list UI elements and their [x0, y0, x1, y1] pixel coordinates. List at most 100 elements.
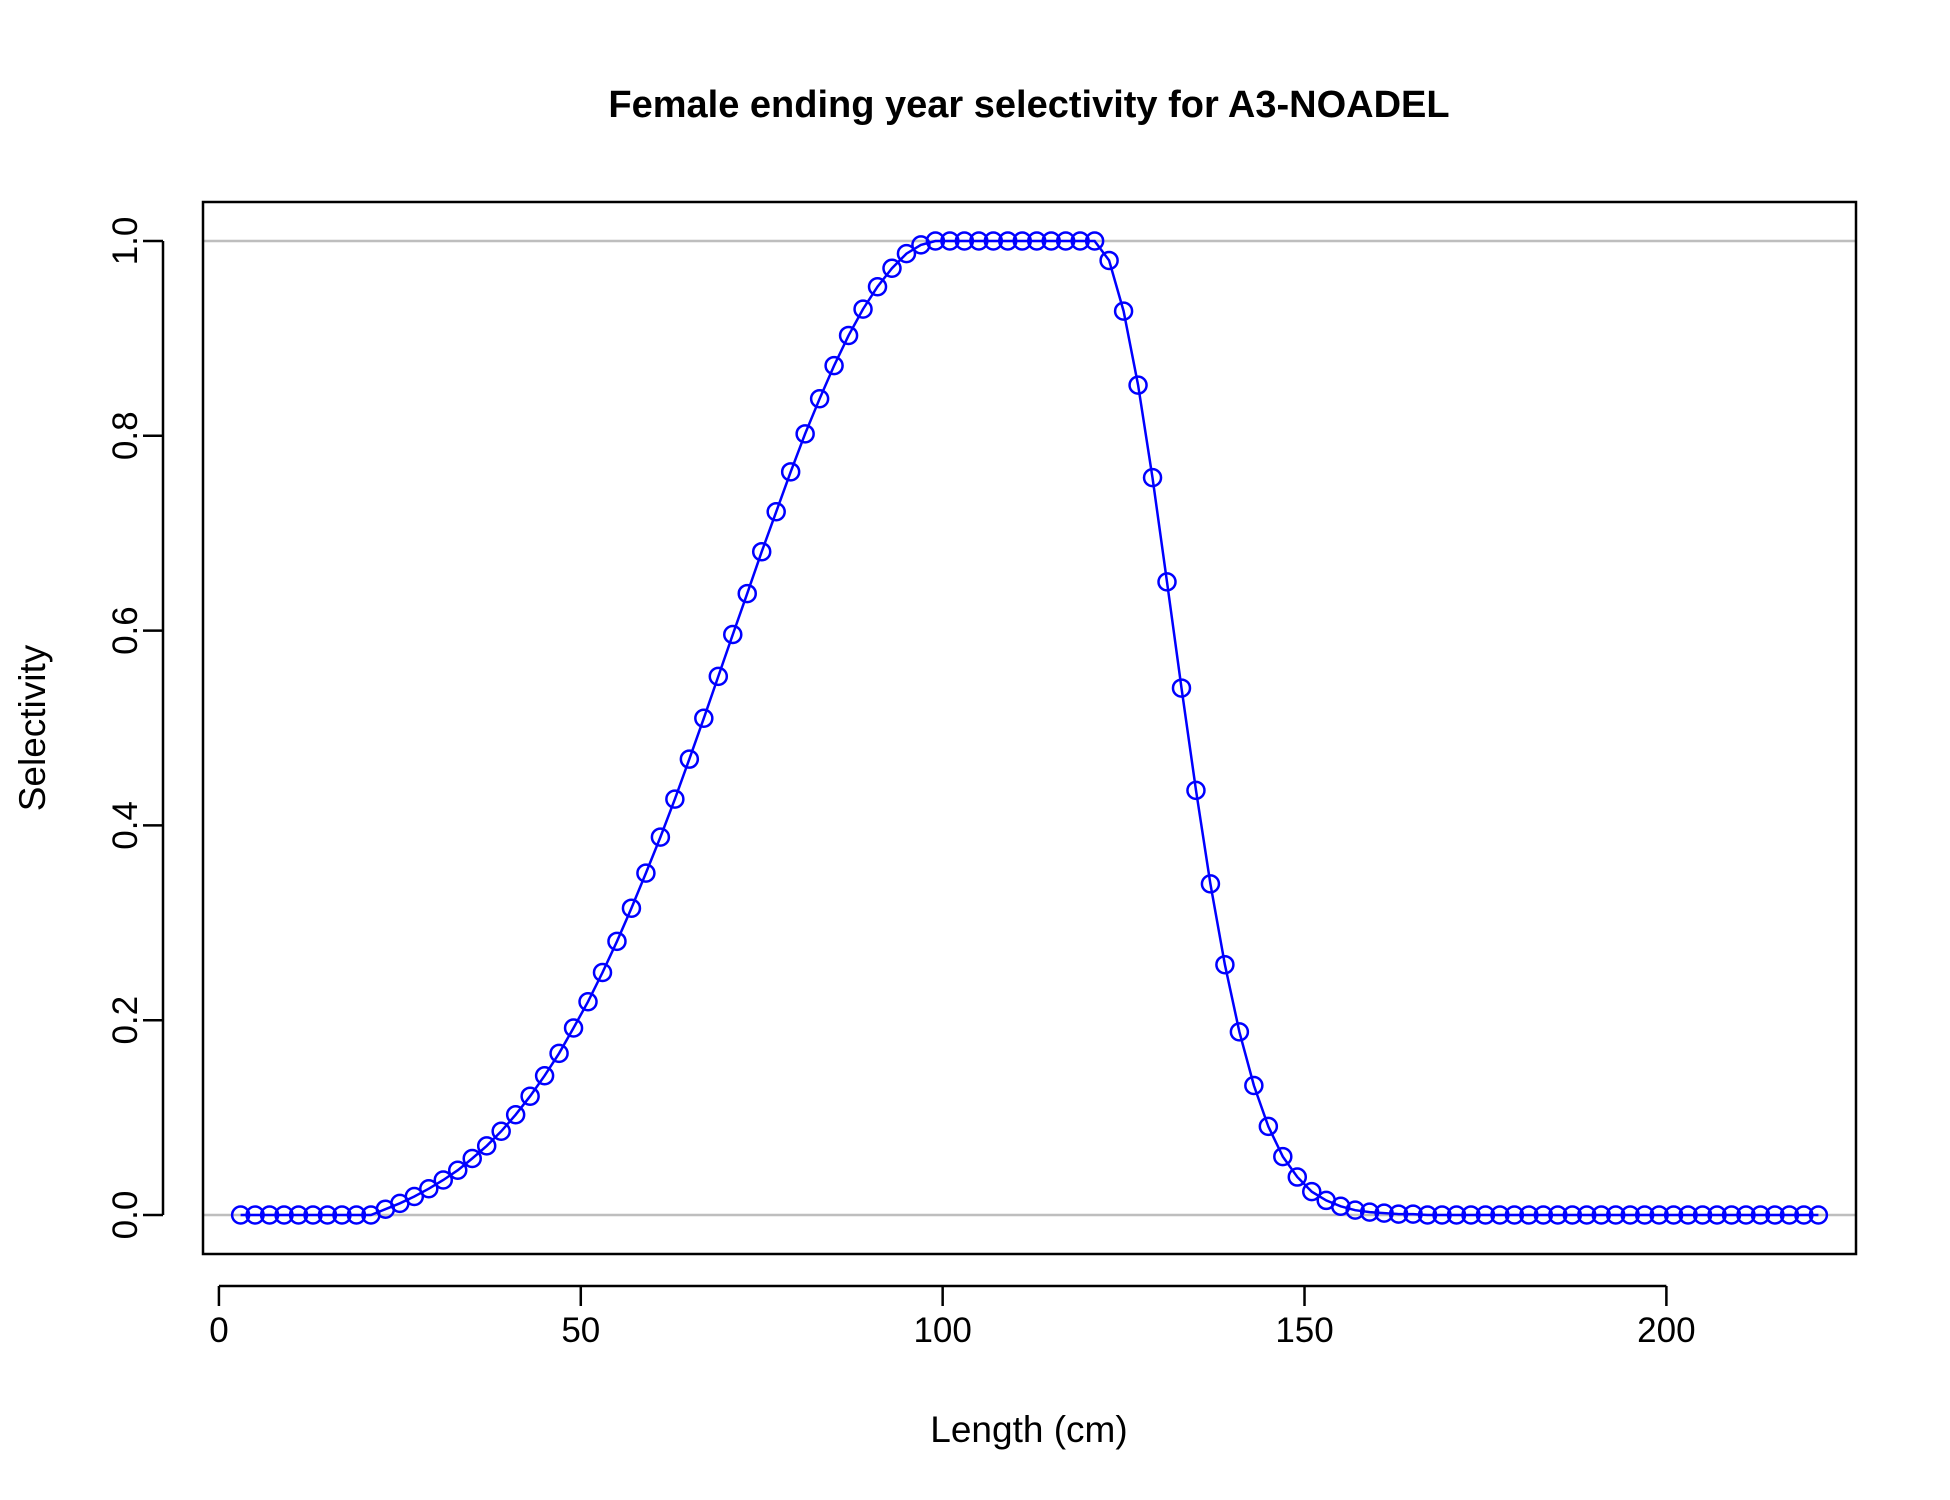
data-point: [1490, 1205, 1510, 1225]
data-point: [1808, 1205, 1829, 1225]
data-point: [549, 1043, 569, 1064]
data-point: [1099, 250, 1119, 271]
data-point: [1258, 1116, 1279, 1137]
data-point: [462, 1148, 482, 1169]
data-point: [1504, 1205, 1525, 1225]
data-point: [896, 243, 917, 264]
data-point: [925, 231, 946, 251]
data-point: [1128, 375, 1148, 395]
x-tick-label: 150: [1275, 1311, 1333, 1350]
data-point: [1055, 231, 1076, 251]
data-point: [332, 1205, 352, 1225]
data-point: [607, 931, 627, 952]
data-point: [1649, 1205, 1669, 1225]
data-point: [534, 1065, 555, 1086]
data-point: [274, 1205, 294, 1225]
y-axis-label: Selectivity: [12, 644, 53, 811]
data-point: [1302, 1181, 1322, 1202]
data-point: [1707, 1205, 1727, 1225]
data-point: [780, 462, 801, 482]
data-point: [1591, 1205, 1611, 1225]
data-point: [1605, 1205, 1626, 1225]
data-point: [1113, 301, 1134, 321]
data-point: [751, 541, 772, 562]
data-point: [679, 749, 700, 769]
data-point: [1663, 1205, 1684, 1225]
data-point: [1186, 780, 1206, 801]
data-point: [636, 863, 656, 883]
data-point: [1012, 231, 1033, 251]
data-point: [1577, 1205, 1597, 1225]
data-point: [448, 1160, 468, 1180]
series-line: [240, 239, 1819, 1217]
data-point: [1446, 1205, 1467, 1225]
y-tick-label: 0.0: [106, 1191, 145, 1240]
data-point: [1417, 1205, 1438, 1225]
data-point: [1200, 874, 1221, 894]
data-point: [520, 1086, 540, 1106]
x-tick-label: 200: [1637, 1311, 1695, 1350]
data-point: [491, 1121, 511, 1142]
data-point: [1388, 1204, 1409, 1224]
data-point: [259, 1205, 280, 1225]
data-point: [1461, 1205, 1481, 1225]
data-point: [1620, 1205, 1640, 1225]
data-point: [621, 898, 642, 918]
data-point: [578, 991, 598, 1012]
y-tick-label: 0.4: [106, 801, 145, 850]
data-point: [1287, 1167, 1308, 1187]
y-tick-label: 0.2: [106, 996, 145, 1045]
data-point: [983, 231, 1004, 251]
data-point: [404, 1186, 425, 1207]
data-point: [1794, 1205, 1814, 1225]
data-point: [1736, 1205, 1756, 1225]
data-point: [1765, 1205, 1785, 1225]
plot-frame: [201, 200, 1858, 1256]
data-point: [694, 708, 714, 729]
data-point: [1562, 1205, 1583, 1225]
data-point: [1548, 1205, 1568, 1225]
data-point: [419, 1178, 439, 1199]
data-point: [867, 276, 888, 297]
data-point: [346, 1205, 367, 1225]
y-tick-label: 0.6: [106, 606, 145, 655]
data-point: [1359, 1202, 1380, 1222]
data-point: [1692, 1205, 1713, 1225]
data-point: [969, 231, 989, 251]
x-tick-label: 100: [913, 1311, 971, 1350]
y-tick-label: 0.8: [106, 411, 145, 460]
data-point: [230, 1205, 251, 1225]
data-point: [1157, 572, 1177, 592]
data-point: [1229, 1022, 1250, 1042]
data-point: [766, 502, 786, 522]
data-point: [650, 827, 671, 847]
data-point: [838, 325, 859, 346]
data-point: [1345, 1200, 1365, 1220]
data-point: [998, 231, 1018, 251]
series-layer: [230, 231, 1829, 1225]
data-point: [505, 1104, 526, 1125]
data-point: [1330, 1196, 1351, 1217]
data-point: [1084, 231, 1105, 251]
data-point: [795, 424, 815, 444]
x-tick-label: 50: [561, 1311, 600, 1350]
reference-lines: [203, 239, 1856, 1217]
data-point: [737, 583, 757, 604]
data-point: [1403, 1204, 1423, 1224]
data-point: [592, 962, 613, 983]
data-point: [882, 258, 902, 278]
x-axis: 0 50 100 150 200: [209, 1284, 1696, 1350]
x-tick-label: 0: [209, 1311, 228, 1350]
data-point: [563, 1018, 584, 1038]
x-axis-label: Length (cm): [930, 1409, 1127, 1450]
data-point: [288, 1205, 309, 1225]
data-point: [1721, 1205, 1742, 1225]
data-point: [317, 1205, 338, 1225]
data-point: [1779, 1205, 1800, 1225]
data-point: [824, 355, 844, 376]
data-point: [940, 231, 960, 251]
data-point: [1041, 231, 1061, 251]
data-point: [1215, 954, 1235, 975]
data-point: [1475, 1205, 1496, 1225]
